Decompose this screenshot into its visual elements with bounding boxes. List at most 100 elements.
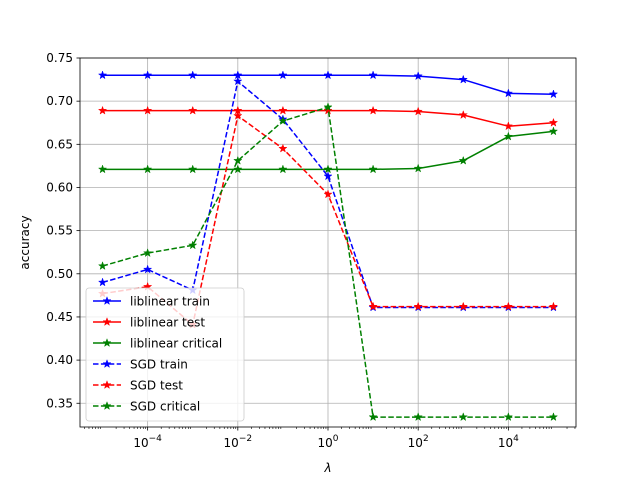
legend-swatch-marker [102, 296, 112, 306]
data-point [142, 164, 153, 174]
x-tick-exponent: −2 [239, 434, 252, 444]
x-tick-base: 10 [317, 436, 332, 450]
data-point [233, 155, 243, 165]
data-point [368, 164, 378, 174]
data-point [503, 301, 514, 311]
legend-box [85, 287, 245, 422]
legend-item: SGD test [93, 379, 183, 393]
data-point [368, 105, 378, 115]
series-liblinear-critical [97, 126, 559, 174]
data-point [548, 301, 559, 311]
data-point [142, 248, 153, 258]
data-point [97, 164, 108, 174]
legend-label: SGD train [130, 358, 188, 372]
data-point [503, 88, 514, 98]
data-point [458, 110, 468, 119]
x-tick-base: 10 [498, 436, 513, 450]
data-point [323, 102, 333, 112]
data-point [278, 116, 288, 126]
y-tick-label: 0.45 [46, 310, 73, 324]
data-point [413, 106, 423, 116]
data-point [142, 264, 153, 274]
data-point [413, 71, 423, 81]
data-point [97, 70, 108, 80]
data-point [323, 171, 333, 181]
data-point [458, 74, 468, 84]
data-point [188, 240, 198, 250]
data-point [458, 301, 468, 311]
x-tick-base: 10 [224, 436, 239, 450]
data-point [188, 105, 198, 115]
data-point [368, 301, 378, 311]
x-tick-base: 10 [408, 436, 423, 450]
data-point [142, 105, 153, 115]
y-axis-label: accuracy [18, 215, 32, 269]
series-sgd-critical [97, 102, 559, 422]
legend-swatch-marker [102, 317, 112, 327]
data-point [548, 412, 559, 422]
y-tick-label: 0.55 [46, 224, 73, 238]
legend-swatch-marker [102, 359, 112, 369]
data-point [97, 261, 108, 271]
data-point [188, 70, 198, 80]
legend-label: SGD critical [130, 400, 200, 414]
data-point [233, 164, 243, 174]
data-point [278, 143, 288, 153]
legend-item: liblinear train [93, 295, 210, 309]
y-tick-label: 0.60 [46, 180, 73, 194]
legend-item: liblinear critical [93, 337, 222, 351]
legend-item: liblinear test [93, 316, 205, 330]
legend-label: SGD test [130, 379, 183, 393]
x-tick-exponent: 4 [513, 434, 519, 444]
y-tick-label: 0.50 [46, 267, 73, 281]
series-liblinear-test [97, 105, 559, 131]
x-tick-exponent: 2 [423, 434, 429, 444]
data-point [278, 70, 288, 80]
series-layer [97, 70, 559, 422]
series-liblinear-train [97, 70, 559, 99]
x-tick-label: 104 [498, 434, 519, 450]
x-tick-label: 100 [317, 434, 338, 450]
data-point [503, 412, 514, 422]
data-point [278, 164, 288, 174]
data-point [142, 70, 153, 80]
data-point [503, 131, 514, 141]
x-axis-label: λ [323, 461, 331, 475]
legend-swatch-marker [102, 338, 112, 348]
series-line [102, 80, 554, 309]
data-point [323, 189, 333, 199]
x-tick-base: 10 [133, 436, 148, 450]
data-point [278, 105, 288, 115]
x-tick-label: 10−4 [133, 434, 162, 450]
legend: liblinear train liblinear test liblinear c… [85, 287, 245, 422]
legend-label: liblinear train [130, 295, 210, 309]
legend-label: liblinear test [130, 316, 205, 330]
legend-item: SGD critical [93, 400, 200, 414]
data-point [413, 163, 423, 173]
data-point [413, 301, 423, 311]
data-point [548, 117, 559, 127]
y-tick-label: 0.40 [46, 353, 73, 367]
y-tick-label: 0.35 [46, 396, 73, 410]
x-axis: 10−4 10−2 100 102 104 [84, 427, 576, 450]
legend-label: liblinear critical [130, 337, 222, 351]
data-point [458, 412, 468, 422]
x-tick-label: 102 [408, 434, 429, 450]
x-tick-label: 10−2 [224, 434, 253, 450]
data-point [97, 277, 108, 287]
data-point [368, 412, 378, 422]
data-point [368, 70, 378, 80]
legend-swatch-marker [102, 380, 112, 390]
y-axis: 0.35 0.40 0.45 0.50 0.55 0.60 0.65 0.70 0.75 [46, 51, 80, 410]
legend-item: SGD train [93, 358, 188, 372]
x-tick-exponent: 0 [333, 434, 339, 444]
data-point [97, 105, 108, 115]
y-tick-label: 0.65 [46, 137, 73, 151]
data-point [233, 110, 243, 120]
y-tick-label: 0.75 [46, 51, 73, 65]
legend-swatch-marker [102, 401, 112, 411]
data-point [233, 76, 243, 86]
data-point [188, 164, 198, 174]
data-point [548, 89, 559, 99]
